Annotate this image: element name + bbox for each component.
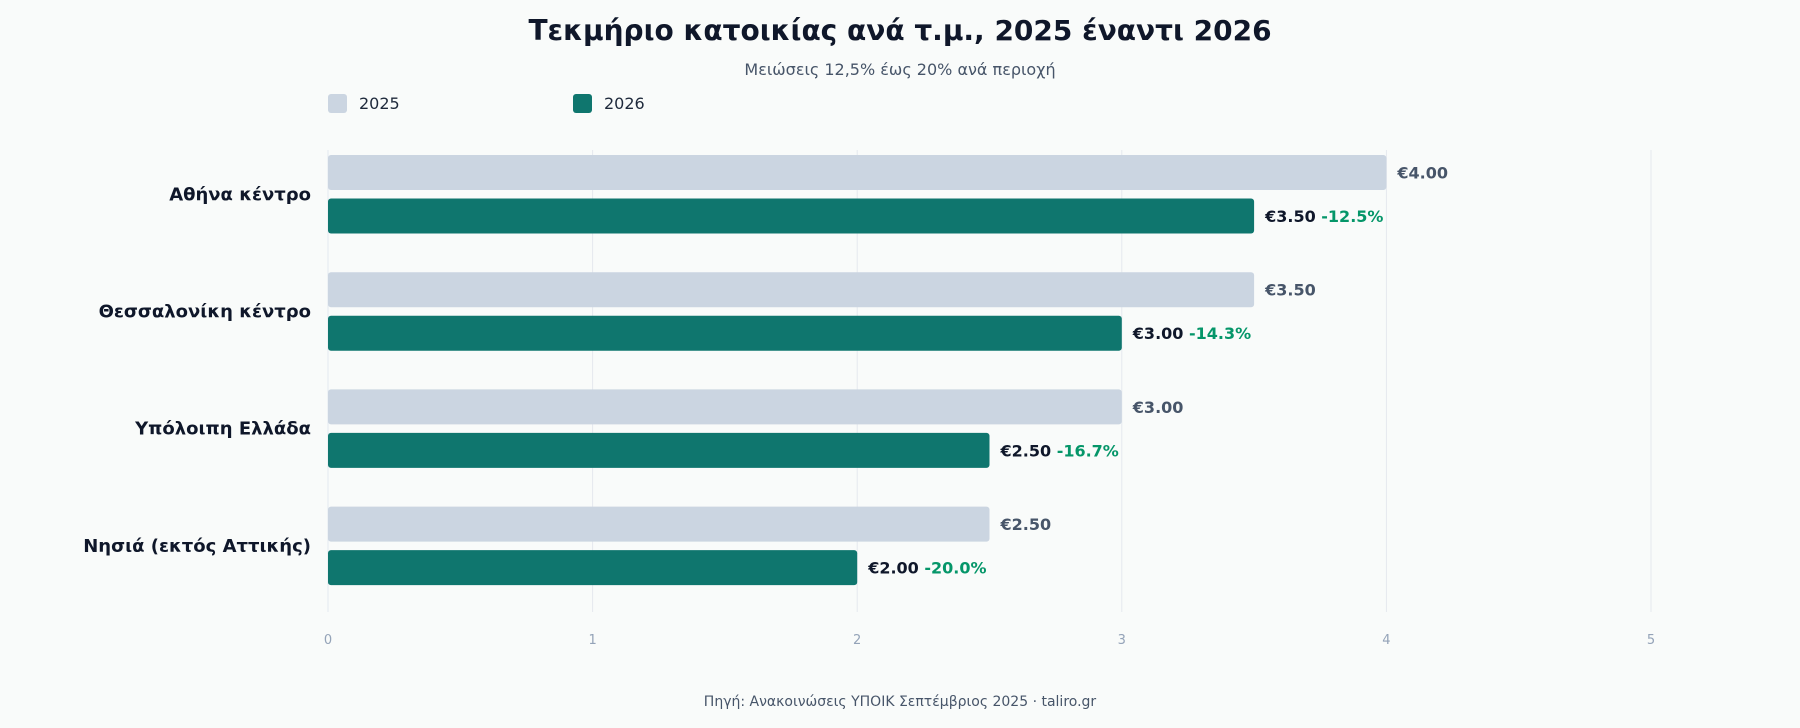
value-label-2025-1: €3.50 [1264,281,1316,300]
bar-2025-0 [328,155,1387,190]
bar-2026-1 [328,315,1122,351]
value-label-2026-0: €3.50 -12.5% [1264,207,1383,226]
value-2026-3: €2.00 [867,559,924,578]
value-label-2025-0: €4.00 [1396,164,1448,183]
legend-swatch-2025 [328,93,347,113]
legend-item-2026: 2026 [573,92,645,114]
legend-label-2025: 2025 [359,93,400,113]
legend-label-2026: 2026 [604,93,645,113]
value-label-2025-3: €2.50 [1000,515,1052,534]
change-label-2026-2: -16.7% [1057,441,1119,460]
value-2026-2: €2.50 [1000,441,1057,460]
bar-2025-1 [328,272,1255,308]
bar-2026-0 [328,198,1255,234]
change-label-2026-0: -12.5% [1321,207,1383,226]
category-label-0: Αθήνα κέντρο [169,184,311,205]
change-label-2026-3: -20.0% [924,559,986,578]
x-tick-label-4: 4 [1382,633,1390,648]
x-tick-label-3: 3 [1118,633,1126,648]
legend-item-2025: 2025 [328,92,400,114]
chart-subtitle: Μειώσεις 12,5% έως 20% ανά περιοχή [744,60,1056,79]
value-label-2026-2: €2.50 -16.7% [1000,441,1119,460]
bar-2026-3 [328,550,858,586]
bar-2026-2 [328,432,990,468]
x-tick-label-1: 1 [588,633,596,648]
category-label-1: Θεσσαλονίκη κέντρο [99,301,311,322]
value-label-2025-2: €3.00 [1132,398,1184,417]
bar-2025-3 [328,506,990,542]
chart-title: Τεκμήριο κατοικίας ανά τ.μ., 2025 έναντι… [528,14,1272,47]
change-label-2026-1: -14.3% [1189,324,1251,343]
value-label-2026-1: €3.00 -14.3% [1132,324,1251,343]
category-label-3: Νησιά (εκτός Αττικής) [83,536,311,557]
legend-swatch-2026 [573,93,592,113]
bar-2025-2 [328,389,1122,425]
x-tick-label-5: 5 [1647,633,1655,648]
chart-source: Πηγή: Ανακοινώσεις ΥΠΟΙΚ Σεπτέμβριος 202… [703,694,1097,710]
value-2026-0: €3.50 [1264,207,1321,226]
category-label-2: Υπόλοιπη Ελλάδα [134,419,311,440]
value-label-2026-3: €2.00 -20.0% [867,559,986,578]
value-2026-1: €3.00 [1132,324,1189,343]
x-tick-label-2: 2 [853,633,861,648]
x-tick-label-0: 0 [324,633,332,648]
